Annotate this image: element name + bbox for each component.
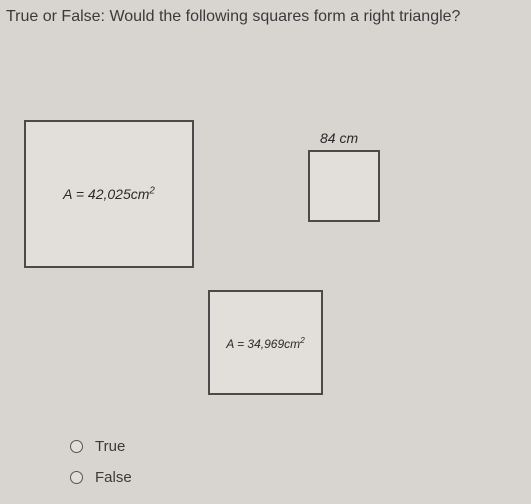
sq3-text: A = 34,969cm2 <box>226 337 305 351</box>
square-medium: A = 34,969cm2 <box>208 290 323 395</box>
radio-icon <box>70 440 83 453</box>
square-small-top-label: 84 cm <box>320 130 358 146</box>
square-small <box>308 150 380 222</box>
sq1-text: A = 42,025cm2 <box>63 186 155 202</box>
square-large-label: A = 42,025cm2 <box>63 186 155 203</box>
question-text: True or False: Would the following squar… <box>6 8 460 26</box>
option-true-label: True <box>95 438 125 455</box>
option-false[interactable]: False <box>70 469 132 486</box>
option-false-label: False <box>95 469 132 486</box>
options-group: True False <box>70 438 132 500</box>
square-medium-label: A = 34,969cm2 <box>226 335 305 351</box>
radio-icon <box>70 471 83 484</box>
option-true[interactable]: True <box>70 438 132 455</box>
square-large: A = 42,025cm2 <box>24 120 194 268</box>
